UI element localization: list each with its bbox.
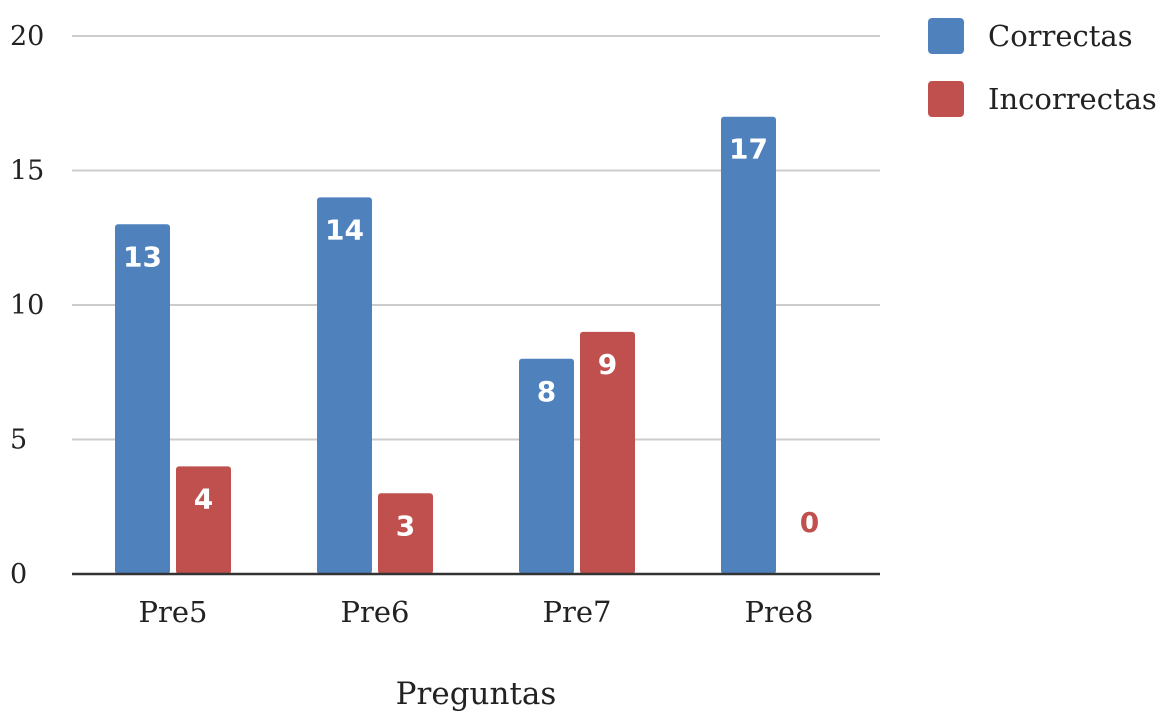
bar-correctas-pre5 <box>115 224 170 575</box>
bar-incorrectas-pre5 <box>176 466 231 574</box>
data-label-correctas-pre7: 8 <box>537 375 556 408</box>
legend-label-correctas: Correctas <box>988 19 1133 53</box>
y-axis-ticks: 0 5 10 15 20 <box>10 21 44 590</box>
x-tick-label: Pre8 <box>745 595 814 629</box>
data-label-correctas-pre6: 14 <box>325 213 364 246</box>
data-label-correctas-pre8: 17 <box>729 133 768 166</box>
bar-correctas-pre7 <box>519 358 574 574</box>
x-tick-label: Pre5 <box>139 595 208 629</box>
y-tick-label: 15 <box>10 156 44 187</box>
data-label-incorrectas-pre8: 0 <box>800 506 819 539</box>
x-tick-label: Pre7 <box>543 595 612 629</box>
y-tick-label: 0 <box>10 559 27 590</box>
legend-swatch-incorrectas <box>928 81 964 117</box>
legend-label-incorrectas: Incorrectas <box>988 82 1157 116</box>
y-tick-label: 5 <box>10 425 27 456</box>
x-axis-title: Preguntas <box>396 676 557 712</box>
x-tick-label: Pre6 <box>341 595 410 629</box>
data-label-incorrectas-pre6: 3 <box>396 509 415 542</box>
y-tick-label: 10 <box>10 290 44 321</box>
bar-correctas-pre6 <box>317 197 372 574</box>
bar-incorrectas-pre6 <box>378 493 433 574</box>
bar-data-labels: 13 4 14 3 8 9 17 0 <box>123 133 819 543</box>
bars <box>115 116 776 575</box>
bar-incorrectas-pre7 <box>580 331 635 574</box>
y-tick-label: 20 <box>10 21 44 52</box>
legend-swatch-correctas <box>928 18 964 54</box>
legend: Correctas Incorrectas <box>928 18 1157 117</box>
data-label-incorrectas-pre5: 4 <box>194 482 213 515</box>
data-label-incorrectas-pre7: 9 <box>598 348 617 381</box>
x-axis-ticks: Pre5 Pre6 Pre7 Pre8 <box>139 595 814 629</box>
bar-correctas-pre8 <box>721 116 776 574</box>
data-label-correctas-pre5: 13 <box>123 240 162 273</box>
